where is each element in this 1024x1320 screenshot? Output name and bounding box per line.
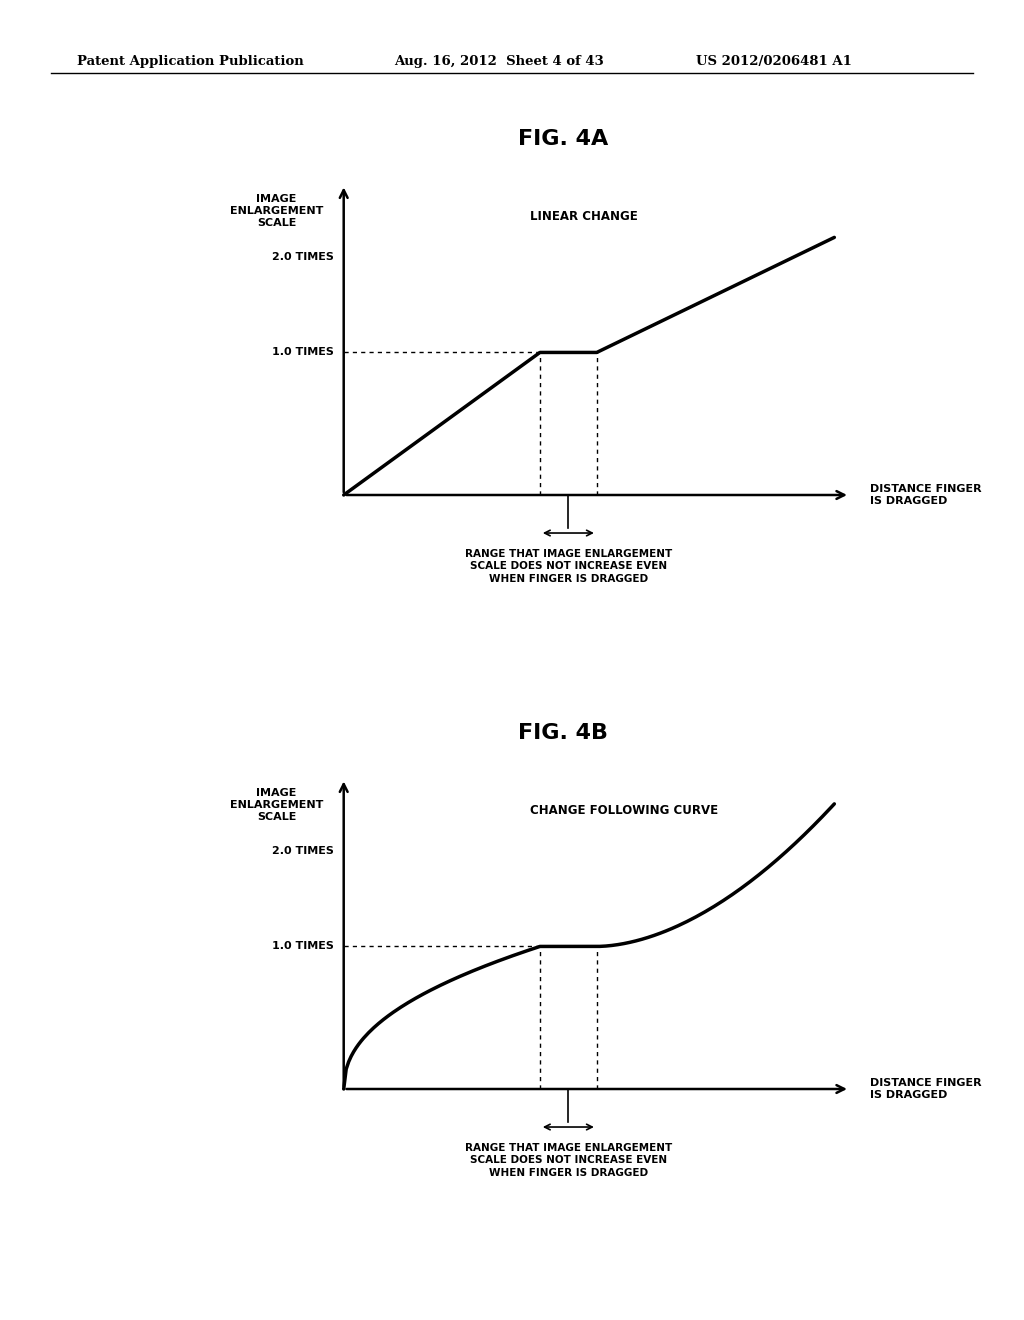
Text: DISTANCE FINGER
IS DRAGGED: DISTANCE FINGER IS DRAGGED xyxy=(870,1078,982,1100)
Text: RANGE THAT IMAGE ENLARGEMENT
SCALE DOES NOT INCREASE EVEN
WHEN FINGER IS DRAGGED: RANGE THAT IMAGE ENLARGEMENT SCALE DOES … xyxy=(465,1143,672,1177)
Text: FIG. 4B: FIG. 4B xyxy=(518,722,608,743)
Text: 1.0 TIMES: 1.0 TIMES xyxy=(271,941,334,952)
Text: RANGE THAT IMAGE ENLARGEMENT
SCALE DOES NOT INCREASE EVEN
WHEN FINGER IS DRAGGED: RANGE THAT IMAGE ENLARGEMENT SCALE DOES … xyxy=(465,549,672,583)
Text: US 2012/0206481 A1: US 2012/0206481 A1 xyxy=(696,55,852,69)
Text: 2.0 TIMES: 2.0 TIMES xyxy=(271,252,334,263)
Text: IMAGE
ENLARGEMENT
SCALE: IMAGE ENLARGEMENT SCALE xyxy=(229,788,324,822)
Text: DISTANCE FINGER
IS DRAGGED: DISTANCE FINGER IS DRAGGED xyxy=(870,484,982,506)
Text: 1.0 TIMES: 1.0 TIMES xyxy=(271,347,334,358)
Text: IMAGE
ENLARGEMENT
SCALE: IMAGE ENLARGEMENT SCALE xyxy=(229,194,324,228)
Text: CHANGE FOLLOWING CURVE: CHANGE FOLLOWING CURVE xyxy=(529,804,718,817)
Text: Aug. 16, 2012  Sheet 4 of 43: Aug. 16, 2012 Sheet 4 of 43 xyxy=(394,55,604,69)
Text: 2.0 TIMES: 2.0 TIMES xyxy=(271,846,334,857)
Text: Patent Application Publication: Patent Application Publication xyxy=(77,55,303,69)
Text: FIG. 4A: FIG. 4A xyxy=(518,128,608,149)
Text: LINEAR CHANGE: LINEAR CHANGE xyxy=(529,210,637,223)
